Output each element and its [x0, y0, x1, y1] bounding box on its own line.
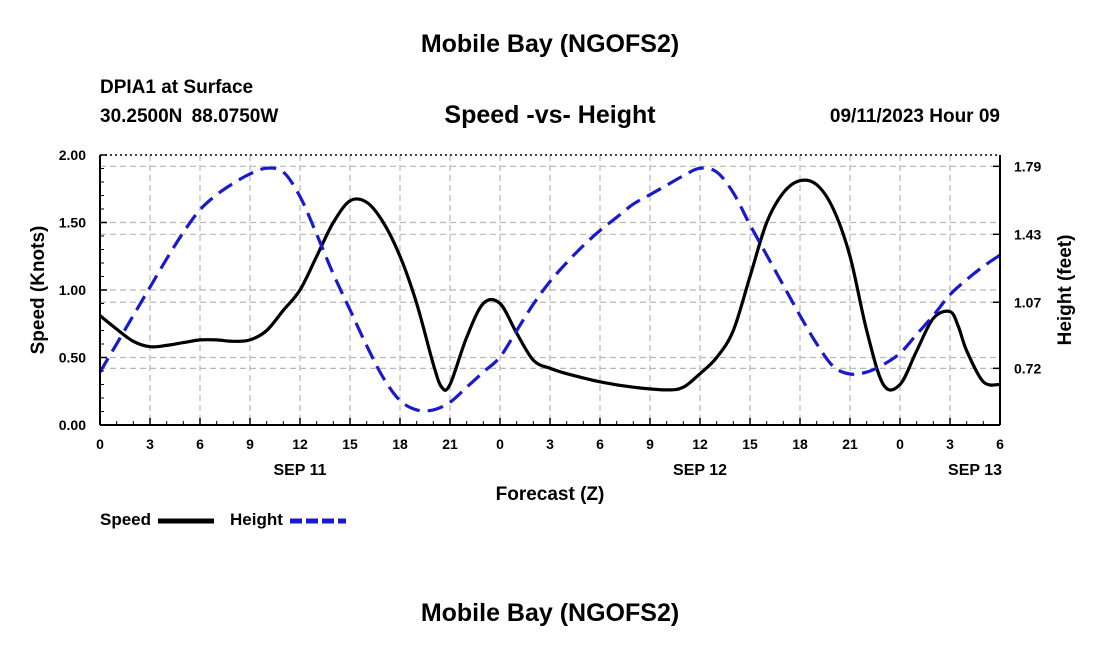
- chart-labels: 0 3 6 9 12 15 18 21 0 3 6 9 12 15 18 21 0 3 6 SEP 11 SEP 12 S…: [28, 147, 1076, 505]
- right-tick-label: 1.07: [1014, 294, 1041, 310]
- chart-axes: [99, 154, 1001, 426]
- legend-label: Speed: [100, 510, 152, 529]
- x-tick-label: 21: [842, 436, 858, 452]
- left-tick-label: 2.00: [59, 147, 86, 163]
- left-tick-label: 0.50: [59, 350, 86, 366]
- right-tick-label: 0.72: [1014, 360, 1041, 376]
- left-axis-title: Speed (Knots): [28, 226, 49, 355]
- x-tick-label: 0: [496, 436, 504, 452]
- date-label: SEP 11: [273, 462, 326, 479]
- x-tick-label: 15: [342, 436, 358, 452]
- station-coordinates: 30.2500N 88.0750W: [100, 106, 279, 127]
- chart-grid: [100, 155, 1000, 425]
- date-label: SEP 12: [673, 462, 727, 479]
- right-tick-label: 1.79: [1014, 158, 1041, 174]
- chart-series: [98, 166, 1001, 413]
- x-tick-label: 3: [146, 436, 154, 452]
- x-tick-label: 21: [442, 436, 458, 452]
- legend-swatch-speed: [158, 518, 214, 524]
- legend-label: Height: [230, 510, 283, 529]
- legend-swatch-height: [290, 518, 346, 524]
- left-tick-label: 1.00: [59, 282, 86, 298]
- x-tick-label: 18: [392, 436, 408, 452]
- chart-datetime: 09/11/2023 Hour 09: [829, 106, 1000, 127]
- series-line-height: [98, 166, 1001, 413]
- x-tick-label: 6: [596, 436, 604, 452]
- page-footer-title: Mobile Bay (NGOFS2): [420, 599, 680, 627]
- x-tick-label: 18: [792, 436, 808, 452]
- x-tick-label: 0: [96, 436, 104, 452]
- x-tick-label: 6: [196, 436, 204, 452]
- x-tick-label: 9: [646, 436, 654, 452]
- x-tick-label: 15: [742, 436, 758, 452]
- x-tick-label: 6: [996, 436, 1004, 452]
- x-tick-label: 3: [946, 436, 954, 452]
- x-tick-label: 9: [246, 436, 254, 452]
- x-tick-label: 0: [896, 436, 904, 452]
- x-axis-title: Forecast (Z): [496, 484, 605, 505]
- right-axis-title: Height (feet): [1055, 235, 1076, 346]
- right-tick-label: 1.43: [1014, 226, 1041, 242]
- left-tick-label: 0.00: [59, 417, 86, 433]
- x-tick-label: 3: [546, 436, 554, 452]
- page-title: Mobile Bay (NGOFS2): [420, 30, 680, 58]
- left-tick-label: 1.50: [59, 215, 86, 231]
- series-line-speed: [98, 178, 1001, 392]
- date-label: SEP 13: [948, 462, 1002, 479]
- station-name: DPIA1 at Surface: [100, 77, 254, 98]
- x-tick-label: 12: [692, 436, 708, 452]
- x-tick-label: 12: [292, 436, 308, 452]
- chart-title: Speed -vs- Height: [444, 101, 656, 129]
